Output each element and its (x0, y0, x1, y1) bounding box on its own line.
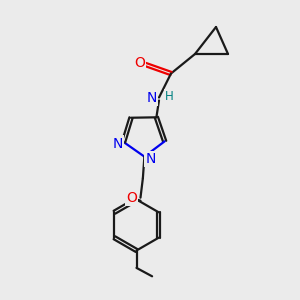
Text: N: N (112, 136, 123, 151)
Text: H: H (165, 89, 174, 103)
Text: O: O (126, 191, 137, 205)
Text: N: N (146, 91, 157, 104)
Text: N: N (145, 152, 156, 166)
Text: O: O (134, 56, 145, 70)
